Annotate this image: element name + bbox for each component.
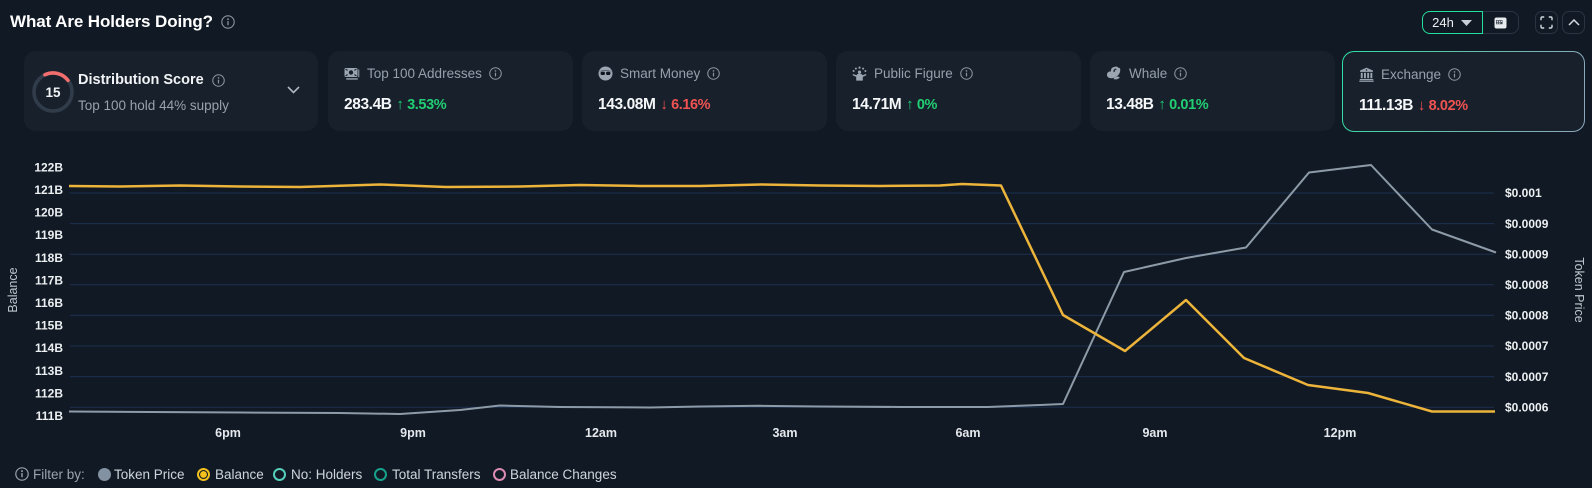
svg-text:$0.0009: $0.0009 [1505,247,1549,261]
svg-text:9pm: 9pm [400,426,426,440]
svg-text:115B: 115B [35,319,63,333]
svg-text:113B: 113B [35,364,63,378]
svg-text:112B: 112B [35,386,63,400]
svg-text:$0.0008: $0.0008 [1505,309,1549,323]
svg-text:121B: 121B [34,183,63,197]
svg-text:120B: 120B [34,206,63,220]
svg-text:122B: 122B [34,160,63,174]
svg-text:12pm: 12pm [1324,426,1357,440]
svg-text:Balance: Balance [6,267,20,312]
svg-text:12am: 12am [585,426,617,440]
svg-text:9am: 9am [1142,426,1167,440]
svg-text:111B: 111B [36,409,64,423]
svg-text:114B: 114B [35,341,63,355]
svg-text:116B: 116B [35,296,63,310]
svg-text:118B: 118B [35,251,63,265]
svg-text:3am: 3am [772,426,797,440]
svg-text:117B: 117B [35,273,63,287]
svg-text:$0.0008: $0.0008 [1505,278,1549,292]
svg-text:$0.0009: $0.0009 [1505,217,1549,231]
svg-text:$0.0007: $0.0007 [1505,370,1549,384]
svg-text:6pm: 6pm [215,426,241,440]
svg-text:15: 15 [45,85,61,100]
svg-text:Token Price: Token Price [1572,257,1586,322]
svg-text:$0.0006: $0.0006 [1505,400,1549,414]
svg-text:119B: 119B [35,228,63,242]
svg-text:$0.0007: $0.0007 [1505,339,1549,353]
svg-text:6am: 6am [955,426,980,440]
svg-text:$0.001: $0.001 [1505,186,1542,200]
